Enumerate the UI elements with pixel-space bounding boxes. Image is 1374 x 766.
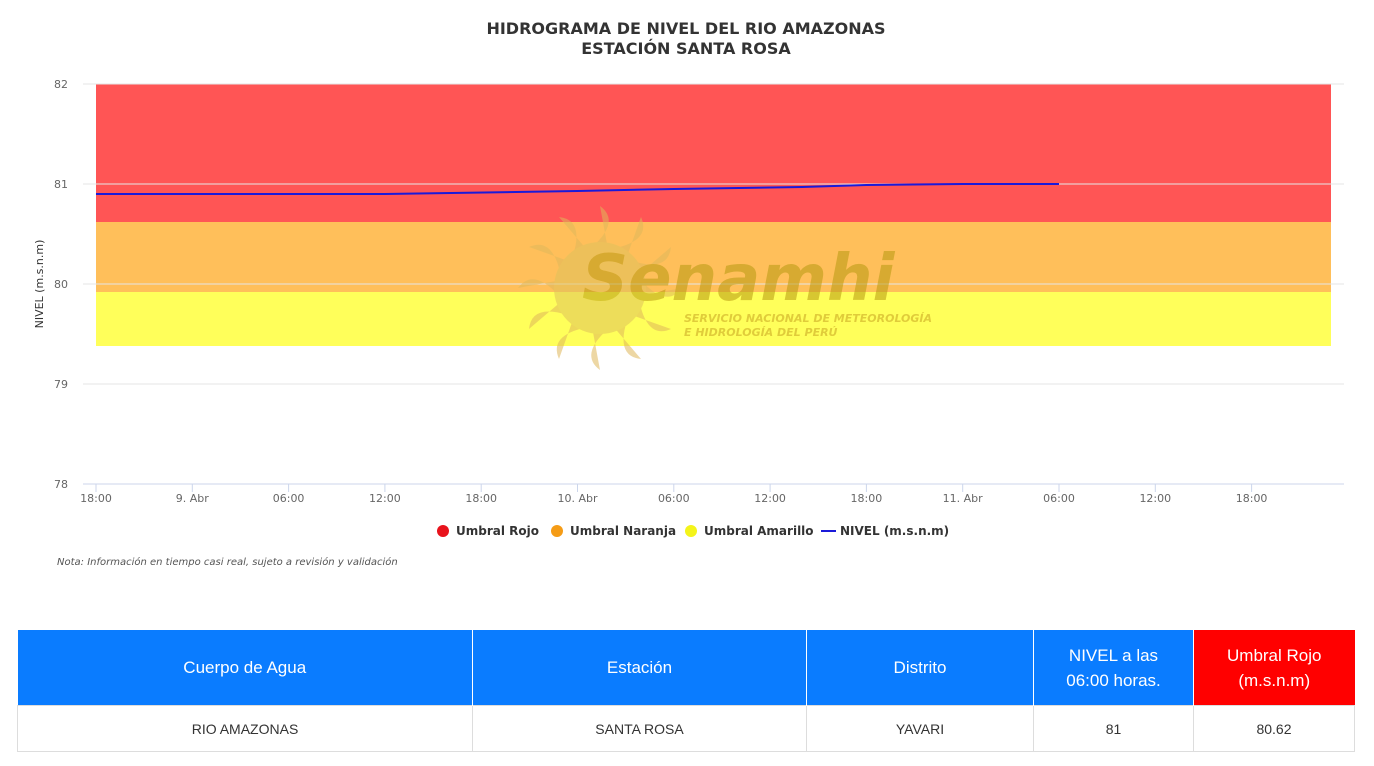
sun-ray-icon bbox=[614, 320, 641, 360]
sun-ray-icon bbox=[592, 206, 609, 247]
sun-ray-icon bbox=[632, 247, 672, 274]
threshold-band-umbral-amarillo bbox=[96, 292, 1331, 346]
chart-title: HIDROGRAMA DE NIVEL DEL RIO AMAZONAS bbox=[486, 19, 885, 38]
x-tick-label: 18:00 bbox=[1236, 492, 1268, 505]
x-tick-label: 12:00 bbox=[754, 492, 786, 505]
header-nivel-line2: 06:00 horas. bbox=[1066, 670, 1161, 690]
header-umbral-line2: (m.s.n.m) bbox=[1238, 670, 1311, 690]
x-tick-label: 11. Abr bbox=[943, 492, 983, 505]
watermark-line1: SERVICIO NACIONAL DE METEOROLOGÍA bbox=[684, 312, 932, 325]
sun-icon bbox=[554, 242, 646, 334]
header-umbral-rojo: Umbral Rojo (m.s.n.m) bbox=[1193, 630, 1355, 706]
legend-marker bbox=[437, 525, 449, 537]
legend-item-label: Umbral Rojo bbox=[456, 524, 539, 538]
sun-ray-icon bbox=[559, 216, 586, 256]
legend-item-label: NIVEL (m.s.n.m) bbox=[840, 524, 949, 538]
y-tick-label: 78 bbox=[54, 478, 68, 491]
sun-ray-icon bbox=[528, 302, 568, 329]
header-estacion: Estación bbox=[472, 630, 807, 706]
sun-ray-icon bbox=[528, 244, 568, 274]
cell-cuerpo-agua: RIO AMAZONAS bbox=[17, 705, 473, 752]
chart-svg: HIDROGRAMA DE NIVEL DEL RIO AMAZONASESTA… bbox=[33, 19, 1344, 568]
cell-estacion: SANTA ROSA bbox=[472, 705, 807, 752]
header-distrito: Distrito bbox=[806, 630, 1034, 706]
sun-ray-icon bbox=[556, 320, 586, 360]
x-tick-label: 18:00 bbox=[851, 492, 883, 505]
y-tick-label: 81 bbox=[54, 178, 68, 191]
x-tick-label: 06:00 bbox=[273, 492, 305, 505]
cell-umbral-rojo: 80.62 bbox=[1193, 705, 1355, 752]
sun-ray-icon bbox=[591, 329, 608, 370]
x-tick-label: 12:00 bbox=[1139, 492, 1171, 505]
hydrograph-chart: HIDROGRAMA DE NIVEL DEL RIO AMAZONAS ESTA… bbox=[33, 19, 1344, 568]
table-header-row: Cuerpo de Agua Estación Distrito NIVEL a… bbox=[17, 630, 1355, 706]
y-tick-label: 79 bbox=[54, 378, 68, 391]
header-umbral-line1: Umbral Rojo bbox=[1227, 645, 1322, 665]
sun-ray-icon bbox=[518, 279, 559, 296]
sun-ray-icon bbox=[632, 302, 672, 332]
chart-subtitle: ESTACIÓN SANTA ROSA bbox=[581, 39, 791, 58]
header-nivel-line1: NIVEL a las bbox=[1068, 645, 1159, 665]
sun-ray-icon bbox=[641, 280, 682, 297]
legend-item-label: Umbral Naranja bbox=[570, 524, 676, 538]
y-tick-label: 80 bbox=[54, 278, 68, 291]
y-axis-title: NIVEL (m.s.n.m) bbox=[33, 240, 46, 329]
y-tick-label: 82 bbox=[54, 78, 68, 91]
threshold-band-umbral-rojo bbox=[96, 84, 1331, 222]
sun-ray-icon bbox=[614, 216, 644, 256]
series-line-nivel bbox=[96, 183, 1059, 195]
header-cuerpo-agua: Cuerpo de Agua bbox=[17, 630, 473, 706]
watermark-line2: E HIDROLOGÍA DEL PERÚ bbox=[684, 326, 838, 339]
x-tick-label: 9. Abr bbox=[176, 492, 209, 505]
x-tick-label: 06:00 bbox=[1043, 492, 1075, 505]
chart-legend: Umbral Rojo Umbral Naranja Umbral Amarillo… bbox=[437, 524, 949, 538]
x-tick-label: 06:00 bbox=[658, 492, 690, 505]
x-tick-label: 18:00 bbox=[465, 492, 497, 505]
cell-nivel: 81 bbox=[1033, 705, 1194, 752]
chart-note: Nota: Información en tiempo casi real, s… bbox=[57, 556, 398, 568]
station-info-table: Cuerpo de Agua Estación Distrito NIVEL a… bbox=[17, 630, 1355, 752]
header-nivel: NIVEL a las 06:00 horas. bbox=[1033, 630, 1194, 706]
x-tick-label: 12:00 bbox=[369, 492, 401, 505]
cell-distrito: YAVARI bbox=[806, 705, 1034, 752]
threshold-band-umbral-naranja bbox=[96, 222, 1331, 292]
x-tick-label: 18:00 bbox=[80, 492, 112, 505]
legend-marker bbox=[685, 525, 697, 537]
table-row: RIO AMAZONAS SANTA ROSA YAVARI 81 80.62 bbox=[17, 705, 1355, 752]
x-tick-label: 10. Abr bbox=[557, 492, 597, 505]
watermark-brand: Senamhi bbox=[582, 242, 896, 316]
legend-item-label: Umbral Amarillo bbox=[704, 524, 814, 538]
legend-marker bbox=[551, 525, 563, 537]
